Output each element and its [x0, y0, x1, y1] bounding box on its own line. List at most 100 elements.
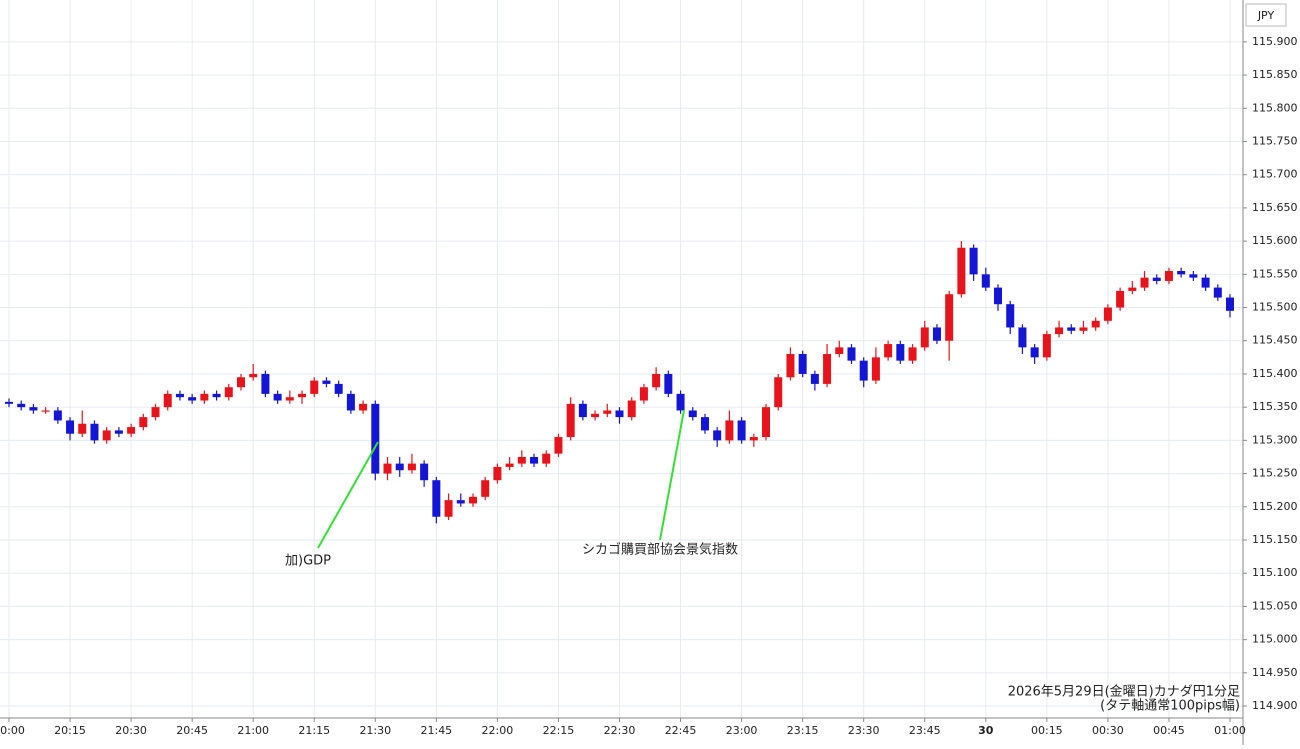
candle-body: [652, 373, 661, 388]
candle-body: [90, 423, 99, 441]
x-tick-label: 21:00: [237, 724, 269, 737]
currency-label: JPY: [1257, 9, 1275, 22]
candle-body: [798, 354, 807, 374]
y-tick-label: 115.400: [1252, 367, 1298, 380]
candle-body: [1189, 274, 1198, 278]
candle-body: [859, 360, 868, 381]
x-tick-label: 23:00: [726, 724, 758, 737]
candle-body: [847, 347, 856, 361]
candle-body: [1079, 327, 1088, 331]
candle-body: [725, 420, 734, 441]
candle-body: [273, 393, 282, 401]
candle-body: [188, 397, 197, 401]
x-tick-label: 20:15: [54, 724, 86, 737]
x-tick-label: 22:30: [604, 724, 636, 737]
candle-body: [468, 496, 477, 504]
candle-body: [688, 410, 697, 418]
x-tick-label: 22:15: [543, 724, 575, 737]
candle-body: [786, 354, 795, 378]
y-tick-label: 114.950: [1252, 666, 1298, 679]
candle-body: [1164, 270, 1173, 281]
candle-body: [53, 410, 62, 421]
annotation: 加)GDP: [285, 554, 331, 569]
candle-body: [566, 403, 575, 438]
candle-body: [517, 456, 526, 464]
candle-body: [236, 377, 245, 388]
candle-body: [78, 423, 87, 434]
candle-body: [823, 354, 832, 384]
candle-body: [102, 430, 111, 441]
candle-body: [395, 463, 404, 471]
candle-body: [957, 247, 966, 295]
x-tick-label: 00:45: [1153, 724, 1185, 737]
x-tick-label: 22:45: [665, 724, 697, 737]
candle-body: [1116, 290, 1125, 308]
candle-body: [285, 397, 294, 401]
candle-body: [66, 420, 75, 434]
candle-body: [591, 413, 600, 418]
candle-body: [407, 463, 416, 471]
candle-body: [1140, 277, 1149, 288]
candle-body: [432, 480, 441, 517]
x-tick-label: 21:15: [298, 724, 330, 737]
footer-title: 2026年5月29日(金曜日)カナダ円1分足: [1008, 684, 1240, 700]
candle-body: [603, 410, 612, 414]
candle-body: [163, 393, 172, 408]
candle-body: [908, 347, 917, 361]
candle-body: [322, 380, 331, 384]
candle-body: [1067, 327, 1076, 331]
candle-body: [359, 403, 368, 411]
x-tick-label: 20:45: [176, 724, 208, 737]
candle-body: [1213, 287, 1222, 298]
candle-body: [871, 357, 880, 381]
y-tick-label: 115.650: [1252, 201, 1298, 214]
candle-body: [615, 410, 624, 418]
candle-body: [493, 466, 502, 481]
candle-body: [383, 463, 392, 474]
candle-body: [420, 463, 429, 481]
x-tick-label: 22:00: [482, 724, 514, 737]
candle-body: [310, 380, 319, 394]
candle-body: [1006, 304, 1015, 328]
candle-body: [676, 393, 685, 411]
candle-body: [261, 373, 270, 394]
candle-body: [127, 427, 136, 434]
y-tick-label: 115.550: [1252, 267, 1298, 280]
candle-body: [224, 387, 233, 398]
candle-body: [1128, 287, 1137, 291]
annotation-line: [659, 409, 685, 541]
y-tick-label: 115.800: [1252, 101, 1298, 114]
candle-body: [981, 274, 990, 288]
candle-body: [749, 437, 758, 441]
candle-body: [932, 327, 941, 341]
candle-body: [139, 417, 148, 428]
x-tick-label: 23:30: [848, 724, 880, 737]
candle-body: [200, 393, 209, 401]
y-tick-label: 115.500: [1252, 301, 1298, 314]
candle-body: [298, 393, 307, 398]
candle-body: [41, 410, 50, 412]
y-tick-label: 114.900: [1252, 699, 1298, 712]
candle-body: [444, 500, 453, 517]
candle-body: [896, 344, 905, 361]
candle-body: [1226, 297, 1234, 311]
candle-body: [713, 430, 722, 441]
candle-body: [969, 247, 978, 275]
candle-body: [114, 430, 123, 434]
y-tick-label: 115.450: [1252, 334, 1298, 347]
y-tick-label: 115.050: [1252, 599, 1298, 612]
footer-note: (タテ軸通常100pips幅): [1100, 699, 1240, 714]
y-tick-label: 115.000: [1252, 633, 1298, 646]
x-tick-label: 20:00: [0, 724, 25, 737]
candle-body: [884, 344, 893, 358]
x-tick-label: 30: [978, 724, 994, 737]
y-tick-label: 115.200: [1252, 500, 1298, 513]
x-tick-label: 20:30: [115, 724, 147, 737]
candle-body: [17, 403, 26, 408]
candle-body: [700, 417, 709, 431]
candle-body: [774, 377, 783, 408]
candle-body: [1055, 327, 1064, 335]
y-tick-label: 115.700: [1252, 168, 1298, 181]
candle-body: [5, 401, 13, 404]
